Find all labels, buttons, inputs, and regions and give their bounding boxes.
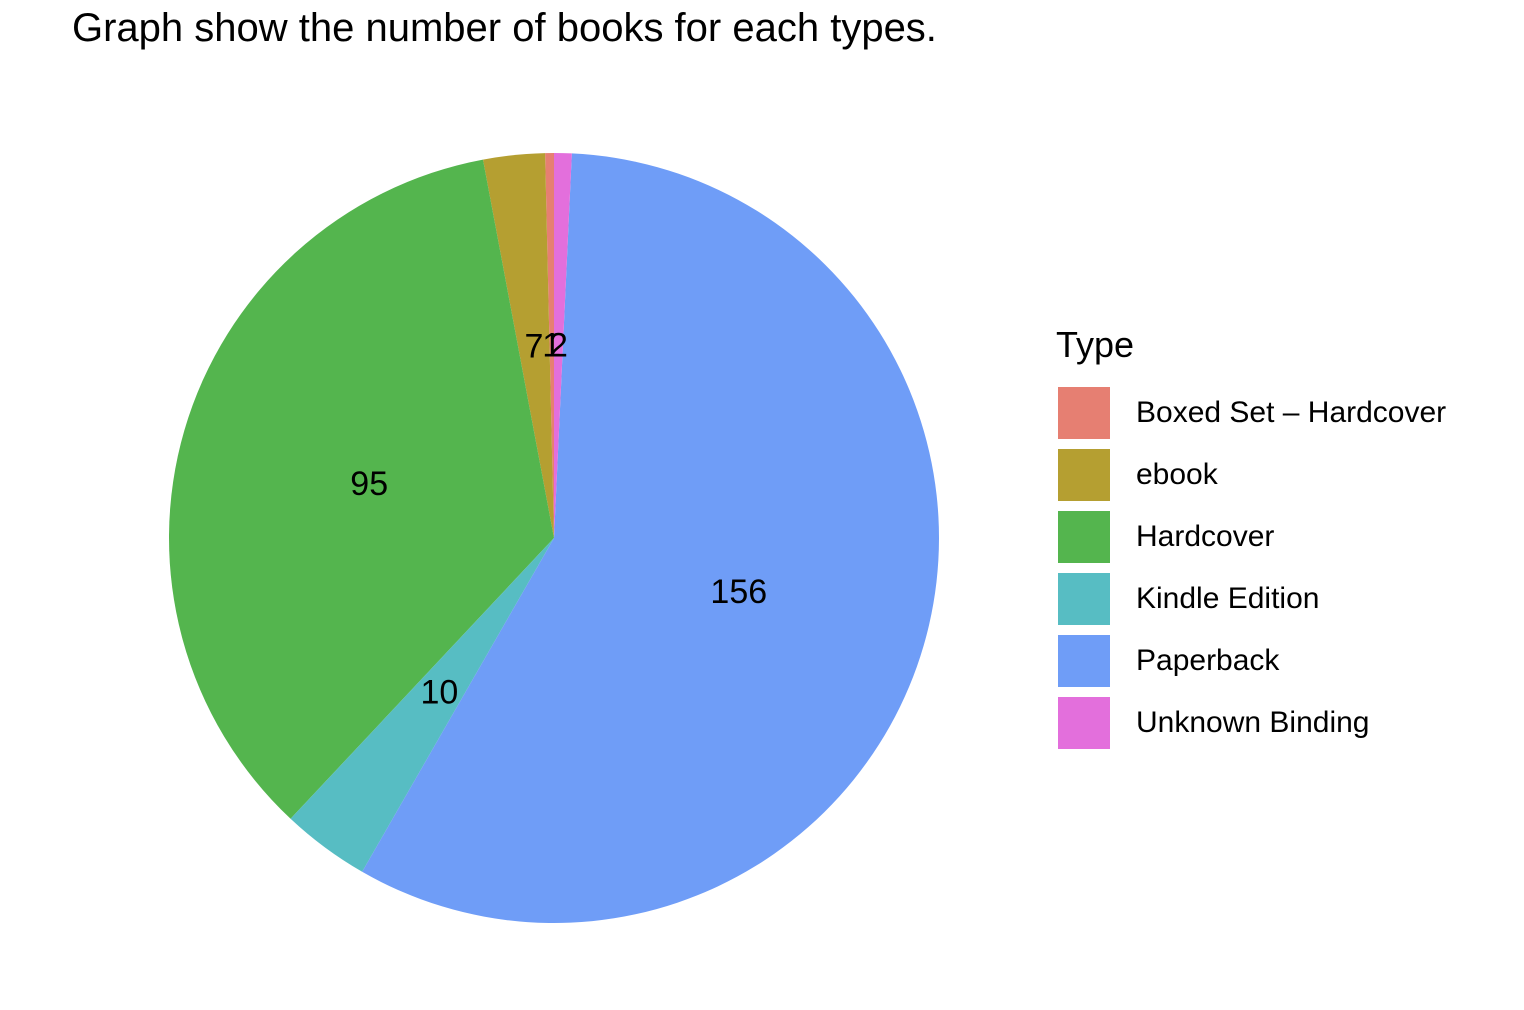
slice-value-label: 95 [350, 465, 388, 503]
slice-value-label: 1 [542, 327, 561, 365]
pie-slice-paperback [362, 153, 940, 924]
legend: Type Boxed Set – Hardcover ebook Hardcover… [1056, 322, 1446, 754]
slice-value-label: 7 [524, 328, 543, 366]
pie-chart: 17 95 10 156 2 [169, 153, 940, 924]
pie-labels: 17 95 10 156 2 [350, 327, 767, 712]
slice-value-label: 156 [710, 573, 767, 611]
legend-label: Kindle Edition [1136, 582, 1320, 615]
legend-title: Type [1056, 324, 1135, 365]
legend-swatch [1056, 633, 1112, 689]
pie-slice-kindle-edition [290, 538, 554, 872]
legend-swatch [1056, 447, 1112, 503]
chart-title: Graph show the number of books for each … [72, 6, 937, 50]
legend-label: ebook [1136, 458, 1218, 491]
legend-item: Hardcover [1056, 506, 1446, 568]
pie-slice-unknown-binding [554, 153, 572, 538]
slice-value-label: 10 [420, 674, 458, 712]
legend-item: ebook [1056, 444, 1446, 506]
legend-swatch [1056, 385, 1112, 441]
legend-label: Paperback [1136, 644, 1280, 677]
slice-value-label: 2 [549, 327, 568, 365]
legend-item: Boxed Set – Hardcover [1056, 382, 1446, 444]
pie-slices [169, 153, 940, 924]
legend-swatch [1056, 509, 1112, 565]
legend-swatch [1056, 695, 1112, 751]
legend-label: Boxed Set – Hardcover [1136, 396, 1447, 429]
legend-label: Hardcover [1136, 520, 1275, 553]
legend-swatch [1056, 571, 1112, 627]
legend-item: Paperback [1056, 630, 1446, 692]
legend-items: Boxed Set – Hardcover ebook Hardcover Kindl… [1056, 382, 1446, 754]
legend-label: Unknown Binding [1136, 706, 1370, 739]
pie-slice-boxed-set-hardcover [545, 153, 554, 538]
legend-item: Unknown Binding [1056, 692, 1446, 754]
legend-item: Kindle Edition [1056, 568, 1446, 630]
pie-slice-ebook [482, 153, 554, 539]
pie-slice-hardcover [169, 159, 554, 819]
